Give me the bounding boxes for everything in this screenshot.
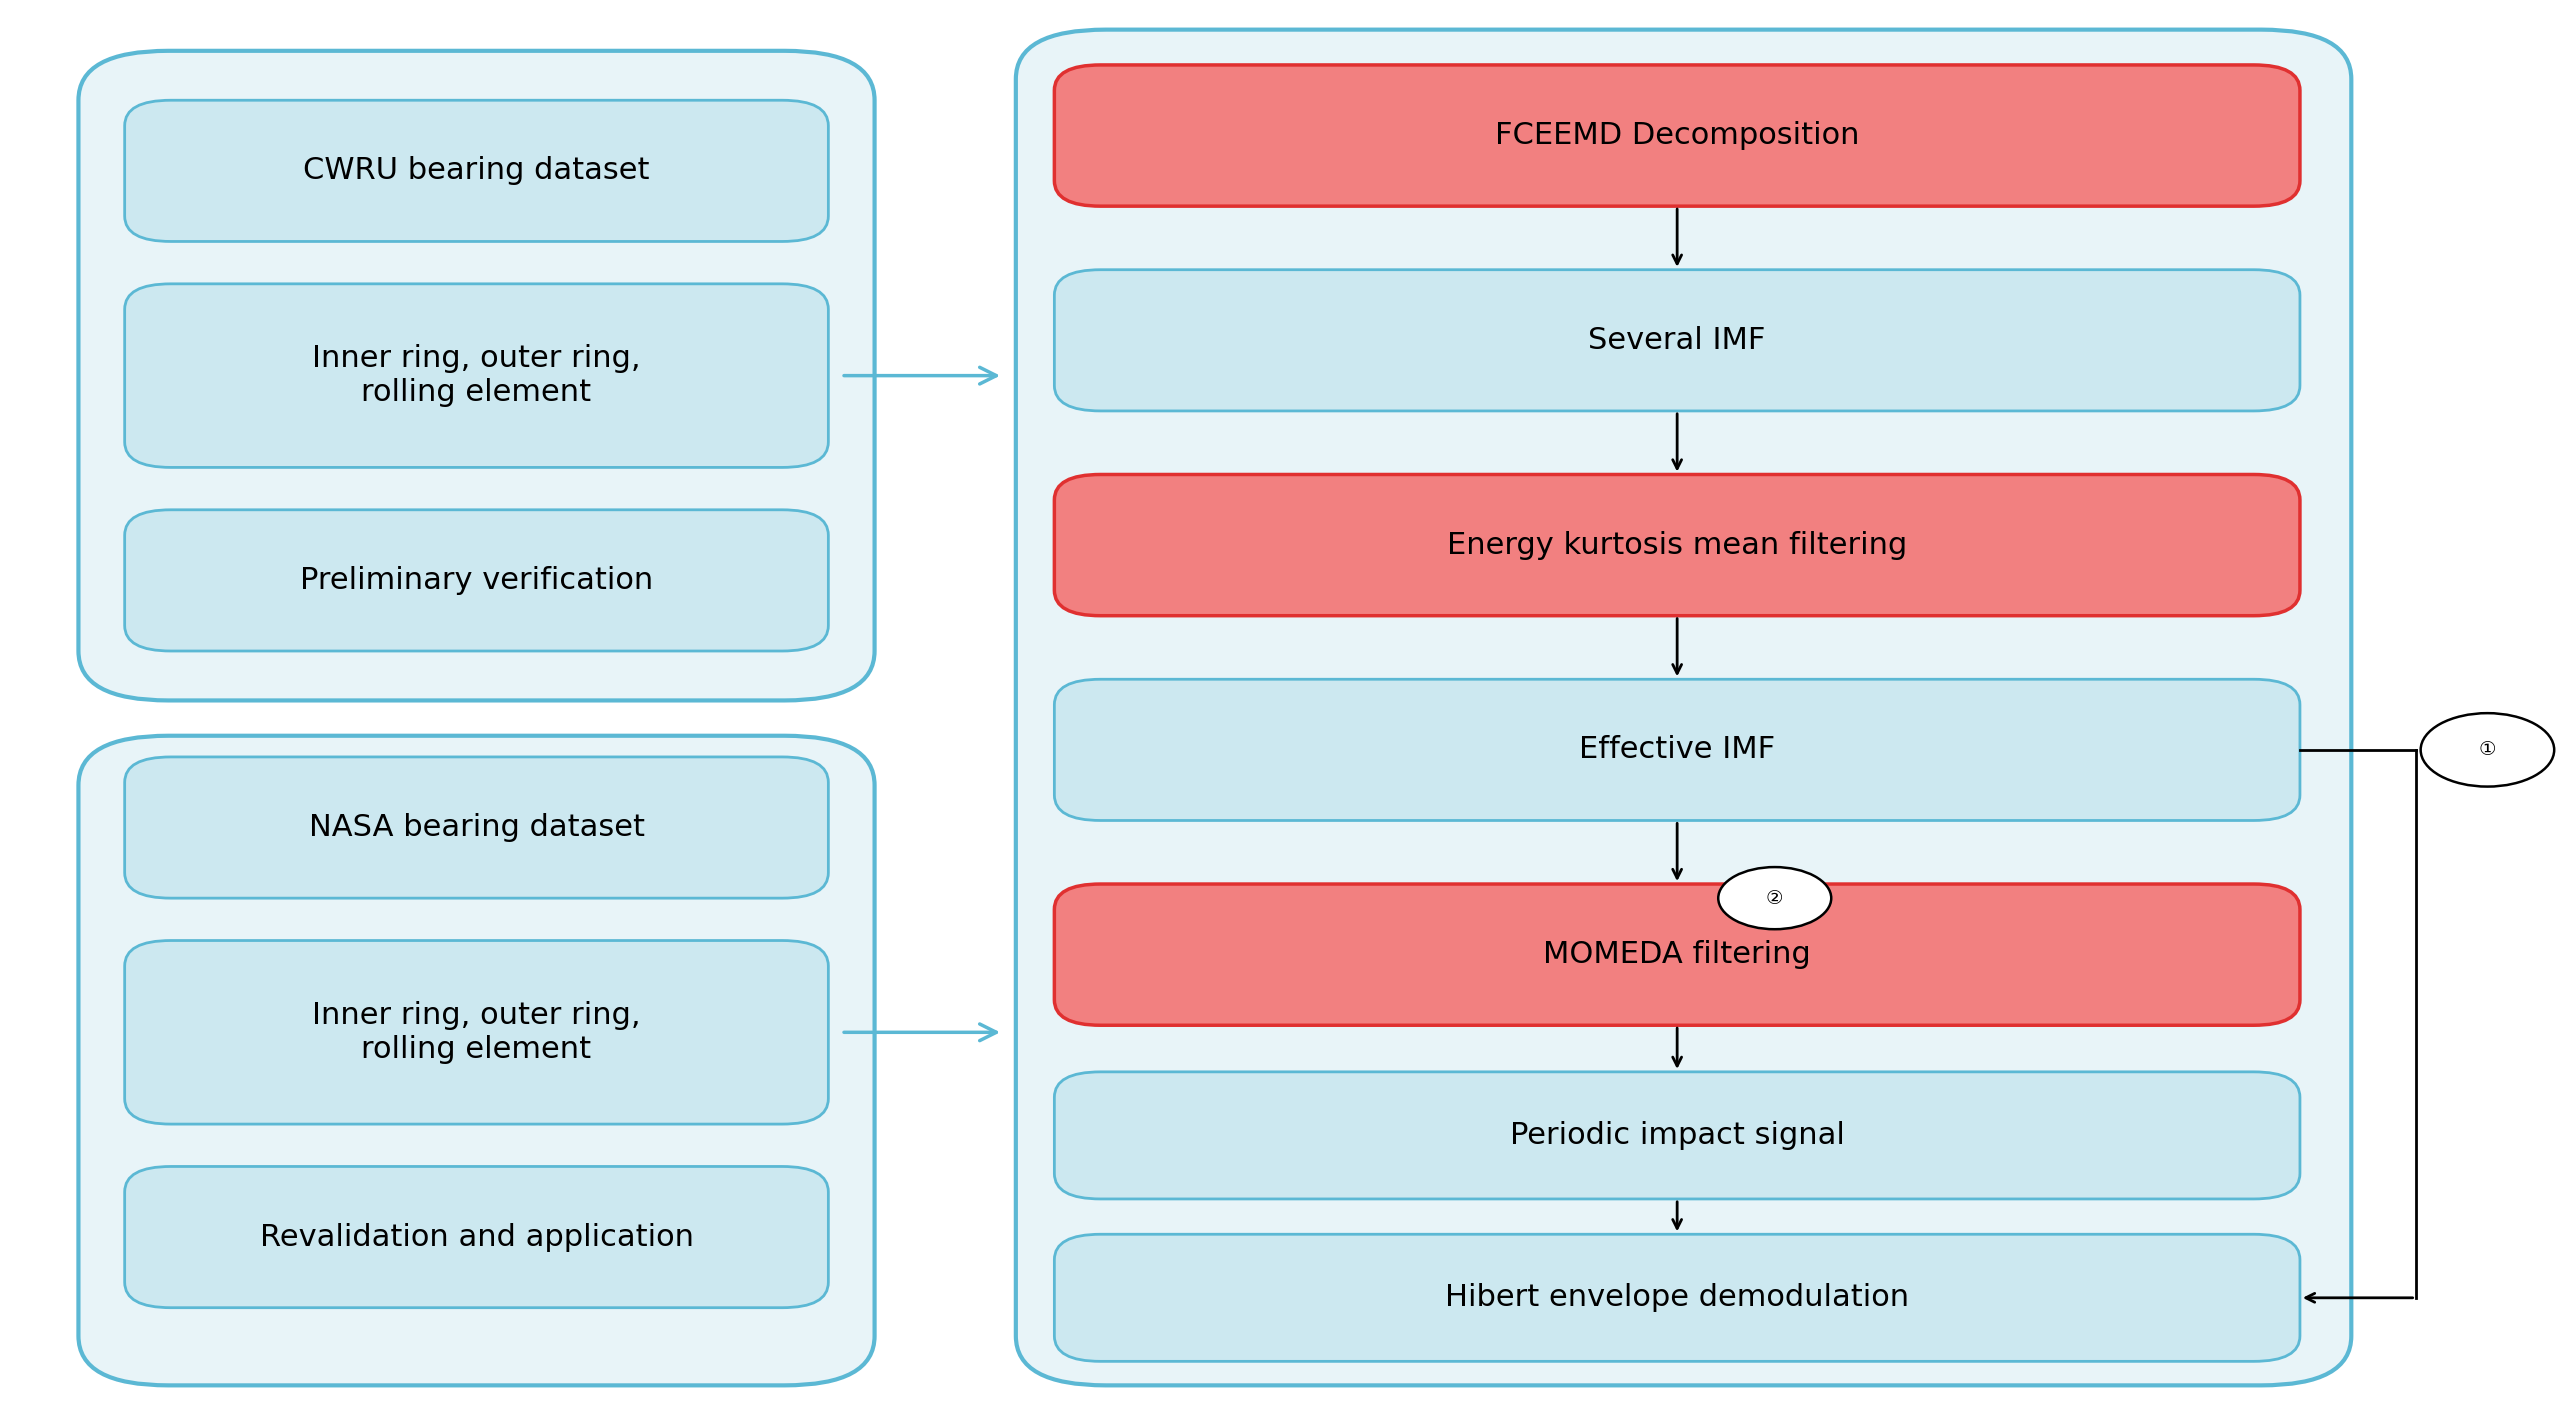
Text: NASA bearing dataset: NASA bearing dataset (309, 814, 645, 842)
Text: Preliminary verification: Preliminary verification (301, 566, 653, 594)
FancyBboxPatch shape (123, 509, 828, 651)
FancyBboxPatch shape (1054, 1071, 2301, 1199)
FancyBboxPatch shape (1054, 679, 2301, 821)
Text: Hibert envelope demodulation: Hibert envelope demodulation (1445, 1283, 1910, 1312)
FancyBboxPatch shape (123, 1166, 828, 1307)
FancyBboxPatch shape (123, 100, 828, 242)
Text: ①: ① (2478, 740, 2496, 760)
Circle shape (2422, 713, 2553, 787)
Circle shape (1717, 867, 1831, 930)
FancyBboxPatch shape (1054, 65, 2301, 207)
FancyBboxPatch shape (1054, 474, 2301, 616)
FancyBboxPatch shape (1054, 270, 2301, 410)
FancyBboxPatch shape (123, 757, 828, 899)
FancyBboxPatch shape (123, 284, 828, 467)
Text: CWRU bearing dataset: CWRU bearing dataset (303, 156, 650, 185)
FancyBboxPatch shape (123, 941, 828, 1124)
Text: Periodic impact signal: Periodic impact signal (1509, 1121, 1843, 1150)
FancyBboxPatch shape (80, 736, 874, 1385)
FancyBboxPatch shape (1054, 884, 2301, 1026)
Text: Several IMF: Several IMF (1589, 325, 1766, 355)
Text: Inner ring, outer ring,
rolling element: Inner ring, outer ring, rolling element (311, 1000, 640, 1064)
Text: Energy kurtosis mean filtering: Energy kurtosis mean filtering (1447, 531, 1908, 559)
FancyBboxPatch shape (1054, 1234, 2301, 1361)
Text: FCEEMD Decomposition: FCEEMD Decomposition (1494, 122, 1859, 150)
FancyBboxPatch shape (80, 51, 874, 700)
Text: Revalidation and application: Revalidation and application (260, 1223, 694, 1252)
FancyBboxPatch shape (1016, 30, 2352, 1385)
Text: Effective IMF: Effective IMF (1579, 736, 1774, 764)
Text: ②: ② (1766, 889, 1784, 907)
Text: MOMEDA filtering: MOMEDA filtering (1543, 940, 1810, 969)
Text: Inner ring, outer ring,
rolling element: Inner ring, outer ring, rolling element (311, 344, 640, 408)
